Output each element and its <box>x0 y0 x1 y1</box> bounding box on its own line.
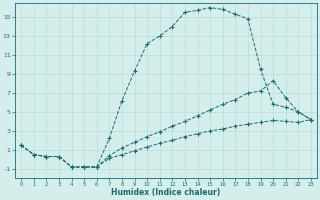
X-axis label: Humidex (Indice chaleur): Humidex (Indice chaleur) <box>111 188 221 197</box>
